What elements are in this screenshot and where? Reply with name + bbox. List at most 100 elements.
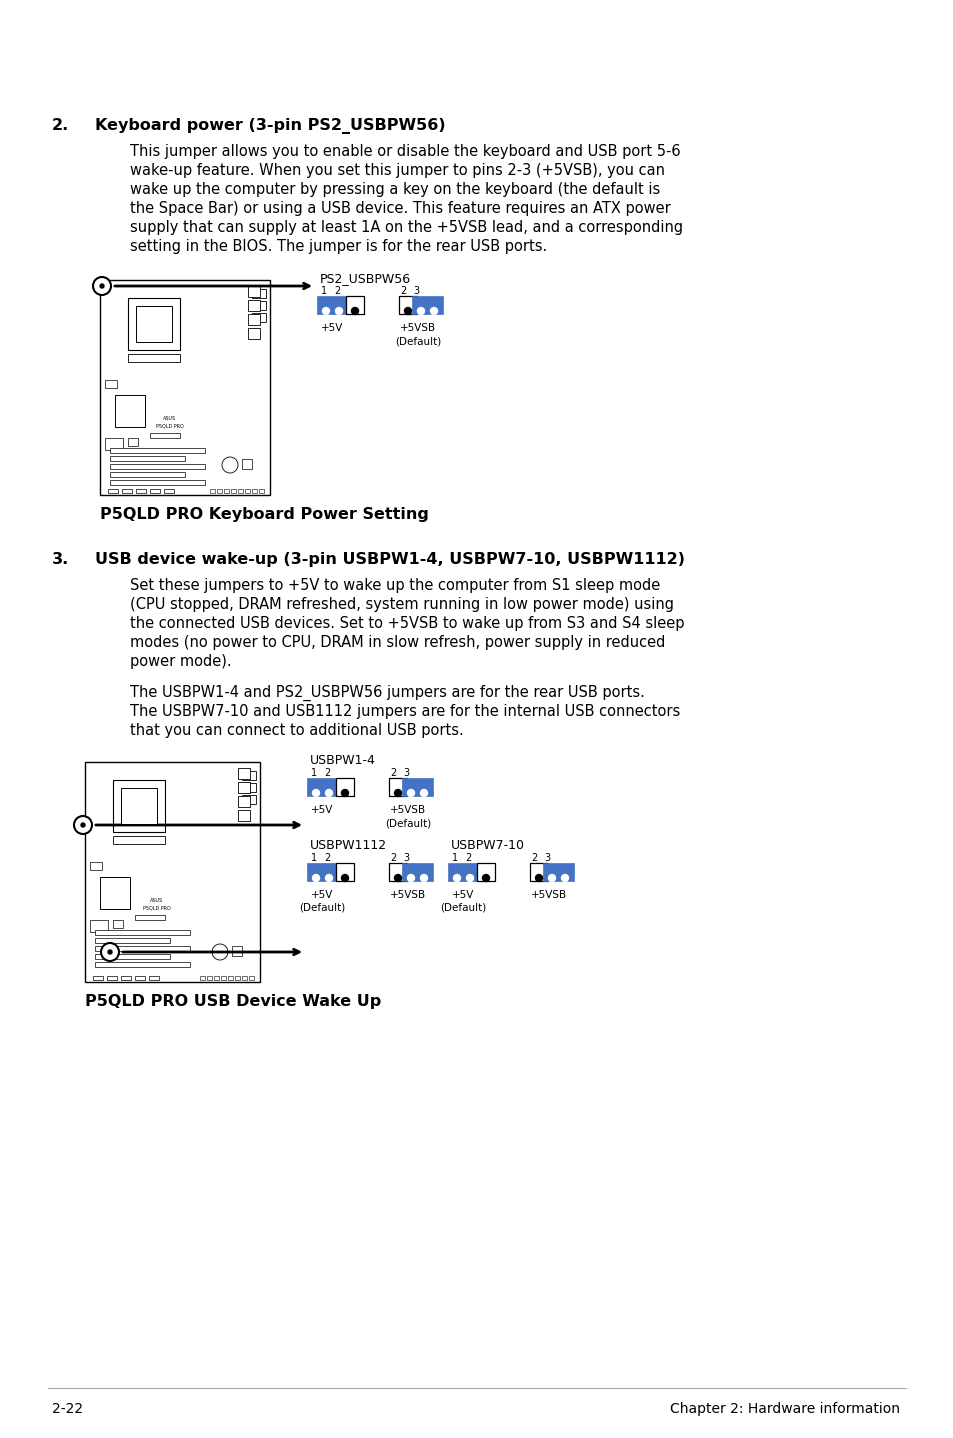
Bar bbox=[335, 778, 354, 797]
Text: The USBPW7-10 and USB1112 jumpers are for the internal USB connectors: The USBPW7-10 and USB1112 jumpers are fo… bbox=[130, 705, 679, 719]
Text: 2: 2 bbox=[334, 286, 340, 296]
Bar bbox=[112, 835, 165, 844]
Circle shape bbox=[420, 874, 427, 881]
Text: +5V: +5V bbox=[452, 890, 475, 900]
Bar bbox=[107, 976, 117, 981]
Circle shape bbox=[74, 815, 91, 834]
Bar bbox=[112, 779, 165, 833]
Circle shape bbox=[341, 874, 348, 881]
Text: +5VSB: +5VSB bbox=[390, 805, 426, 815]
Bar bbox=[110, 464, 205, 469]
Text: USBPW1112: USBPW1112 bbox=[310, 838, 387, 851]
Circle shape bbox=[322, 308, 329, 315]
Bar bbox=[231, 489, 235, 493]
Text: 1: 1 bbox=[311, 853, 316, 863]
Text: that you can connect to additional USB ports.: that you can connect to additional USB p… bbox=[130, 723, 463, 738]
Bar bbox=[542, 863, 574, 881]
Bar bbox=[95, 962, 190, 966]
Text: +5V: +5V bbox=[311, 805, 334, 815]
Bar bbox=[237, 768, 250, 779]
Circle shape bbox=[92, 278, 111, 295]
Bar bbox=[252, 313, 266, 322]
Text: 2.: 2. bbox=[52, 118, 70, 132]
Text: P5QLD PRO: P5QLD PRO bbox=[156, 423, 184, 429]
Circle shape bbox=[407, 874, 414, 881]
Bar bbox=[105, 439, 123, 450]
Circle shape bbox=[212, 943, 228, 961]
Text: 1: 1 bbox=[452, 853, 457, 863]
Circle shape bbox=[407, 789, 414, 797]
Bar bbox=[150, 489, 160, 493]
Circle shape bbox=[81, 823, 85, 827]
Bar bbox=[90, 861, 102, 870]
Bar bbox=[115, 395, 145, 427]
Circle shape bbox=[404, 308, 411, 315]
Circle shape bbox=[430, 308, 437, 315]
Circle shape bbox=[395, 874, 401, 881]
Circle shape bbox=[561, 874, 568, 881]
Circle shape bbox=[325, 789, 333, 797]
Circle shape bbox=[108, 951, 112, 953]
Text: power mode).: power mode). bbox=[130, 654, 232, 669]
Bar bbox=[121, 976, 131, 981]
Text: 3: 3 bbox=[402, 853, 409, 863]
Circle shape bbox=[351, 308, 358, 315]
Text: 3: 3 bbox=[402, 768, 409, 778]
Text: USB device wake-up (3-pin USBPW1-4, USBPW7-10, USBPW1112): USB device wake-up (3-pin USBPW1-4, USBP… bbox=[95, 552, 684, 567]
Text: 3: 3 bbox=[413, 286, 418, 296]
Bar bbox=[136, 306, 172, 342]
Bar bbox=[110, 480, 205, 485]
Bar bbox=[335, 863, 354, 881]
Circle shape bbox=[466, 874, 473, 881]
Bar bbox=[210, 489, 214, 493]
Circle shape bbox=[101, 943, 119, 961]
Text: (Default): (Default) bbox=[299, 903, 345, 913]
Circle shape bbox=[420, 789, 427, 797]
Text: +5V: +5V bbox=[311, 890, 334, 900]
Text: P5QLD PRO USB Device Wake Up: P5QLD PRO USB Device Wake Up bbox=[85, 994, 381, 1009]
Bar bbox=[207, 976, 212, 981]
Bar bbox=[228, 976, 233, 981]
Bar bbox=[530, 863, 547, 881]
Circle shape bbox=[482, 874, 489, 881]
Bar bbox=[237, 782, 250, 792]
Circle shape bbox=[548, 874, 555, 881]
Text: 2-22: 2-22 bbox=[52, 1402, 83, 1416]
Bar bbox=[389, 863, 407, 881]
Bar bbox=[135, 915, 165, 920]
Circle shape bbox=[535, 874, 542, 881]
Bar bbox=[128, 354, 180, 362]
Bar bbox=[95, 946, 190, 951]
Bar bbox=[135, 976, 145, 981]
Bar bbox=[108, 489, 118, 493]
Text: Chapter 2: Hardware information: Chapter 2: Hardware information bbox=[669, 1402, 899, 1416]
Text: This jumper allows you to enable or disable the keyboard and USB port 5-6: This jumper allows you to enable or disa… bbox=[130, 144, 679, 160]
Text: wake up the computer by pressing a key on the keyboard (the default is: wake up the computer by pressing a key o… bbox=[130, 183, 659, 197]
Text: setting in the BIOS. The jumper is for the rear USB ports.: setting in the BIOS. The jumper is for t… bbox=[130, 239, 547, 255]
Bar bbox=[401, 863, 433, 881]
Circle shape bbox=[395, 789, 401, 797]
Bar bbox=[95, 953, 170, 959]
Bar bbox=[389, 778, 407, 797]
Bar bbox=[100, 280, 270, 495]
Circle shape bbox=[313, 874, 319, 881]
Text: USBPW1-4: USBPW1-4 bbox=[310, 754, 375, 766]
Text: +5VSB: +5VSB bbox=[390, 890, 426, 900]
Bar bbox=[237, 489, 243, 493]
Circle shape bbox=[313, 789, 319, 797]
Bar bbox=[448, 863, 478, 881]
Bar bbox=[258, 489, 264, 493]
Bar bbox=[307, 863, 337, 881]
Bar bbox=[476, 863, 495, 881]
Bar bbox=[242, 976, 247, 981]
Circle shape bbox=[100, 283, 104, 288]
Text: +5VSB: +5VSB bbox=[531, 890, 566, 900]
Bar bbox=[112, 920, 123, 928]
Circle shape bbox=[222, 457, 237, 473]
Circle shape bbox=[335, 308, 342, 315]
Bar bbox=[248, 328, 260, 339]
Text: +5VSB: +5VSB bbox=[399, 324, 436, 334]
Text: PS2_USBPW56: PS2_USBPW56 bbox=[319, 272, 411, 285]
Bar bbox=[242, 784, 255, 792]
Text: wake-up feature. When you set this jumper to pins 2-3 (+5VSB), you can: wake-up feature. When you set this jumpe… bbox=[130, 162, 664, 178]
